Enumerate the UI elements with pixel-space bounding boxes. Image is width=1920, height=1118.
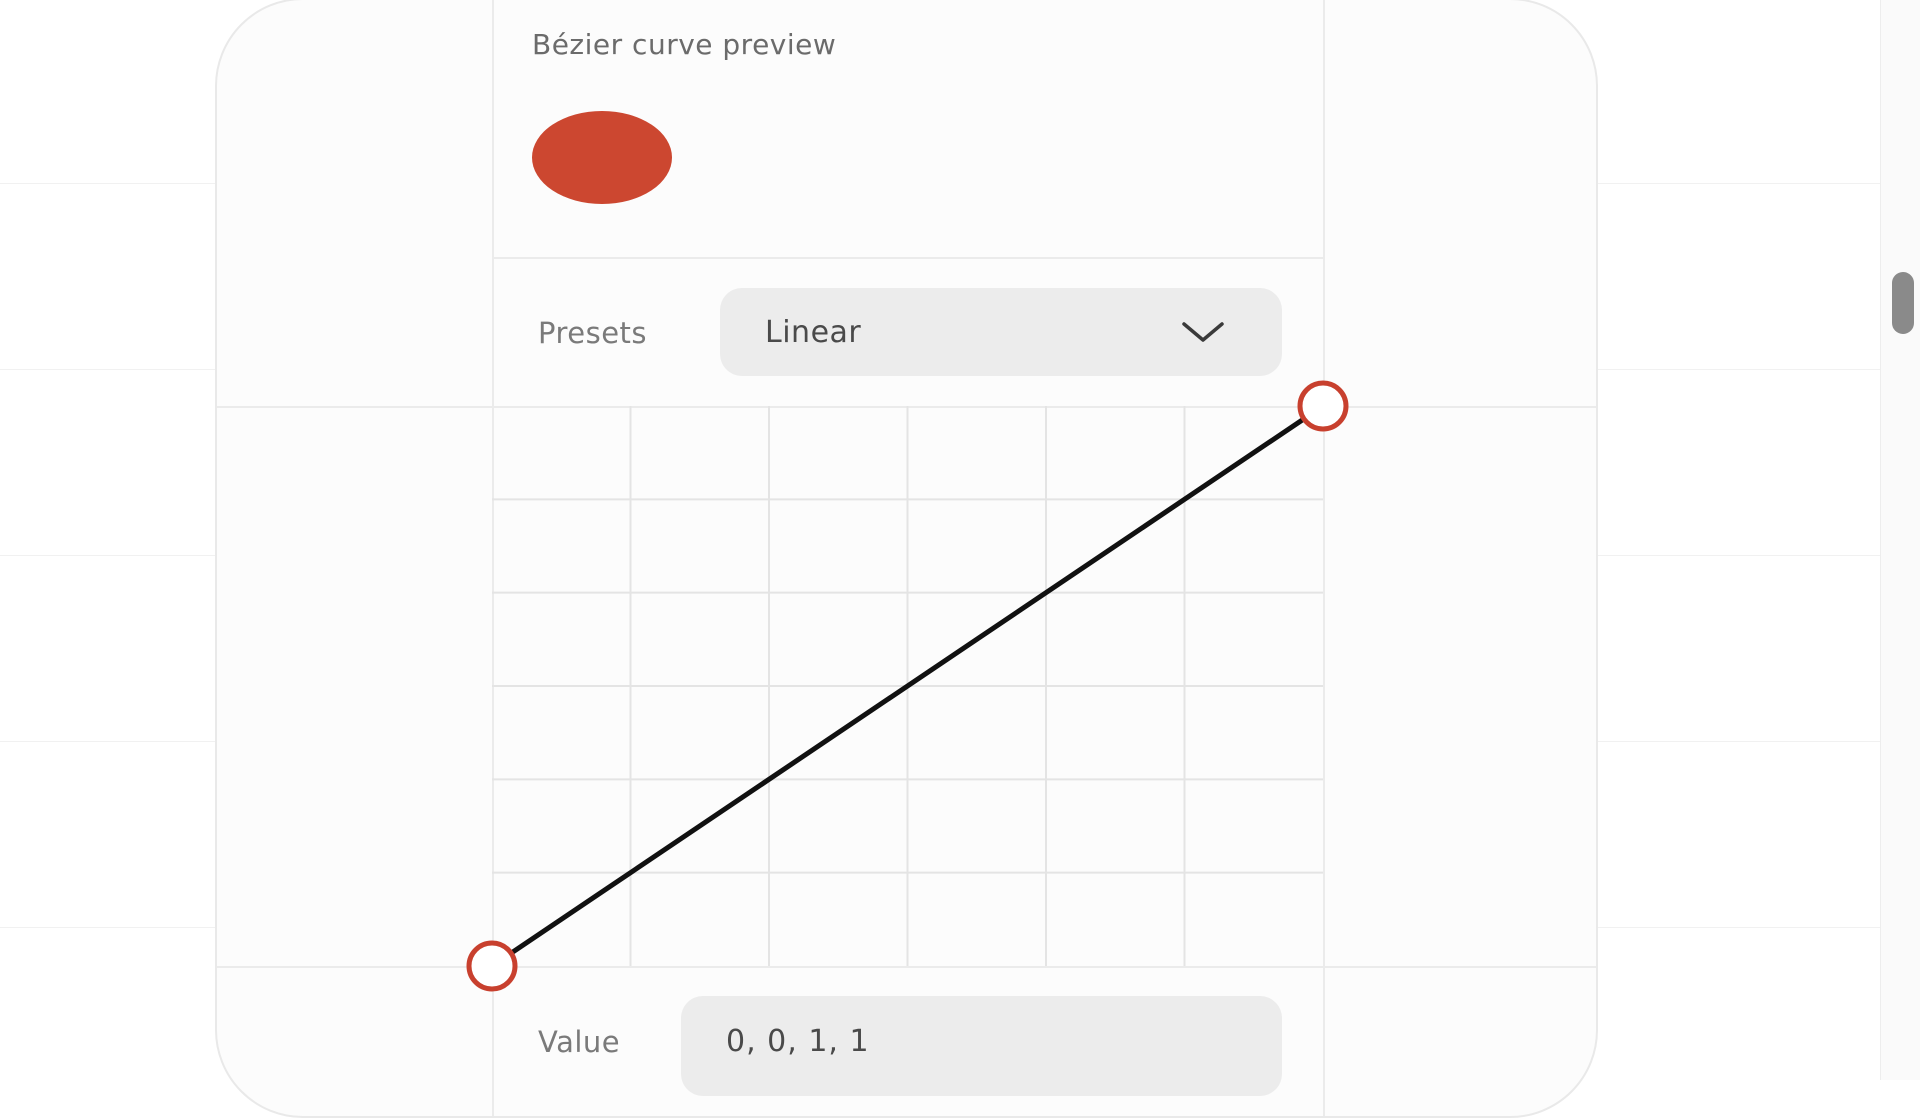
presets-select[interactable]: Linear (720, 288, 1282, 376)
preview-title: Bézier curve preview (532, 28, 837, 61)
value-text: 0, 0, 1, 1 (726, 1024, 870, 1059)
graph-bottom-border (217, 966, 1596, 968)
presets-label: Presets (538, 316, 648, 350)
start-handle[interactable] (466, 940, 518, 992)
scrollbar-track[interactable] (1880, 0, 1920, 1080)
preview-ball (532, 111, 672, 204)
bezier-editor-card: Bézier curve preview Presets Linear Valu… (215, 0, 1598, 1118)
card-divider-right (1323, 0, 1325, 1116)
scrollbar-thumb[interactable] (1892, 272, 1914, 334)
preview-divider (492, 257, 1325, 259)
value-label: Value (538, 1025, 621, 1059)
presets-selected-value: Linear (765, 315, 862, 350)
end-handle[interactable] (1297, 380, 1349, 432)
value-input[interactable]: 0, 0, 1, 1 (681, 996, 1282, 1096)
chevron-down-icon (1182, 322, 1224, 342)
graph-top-border (217, 406, 1596, 408)
